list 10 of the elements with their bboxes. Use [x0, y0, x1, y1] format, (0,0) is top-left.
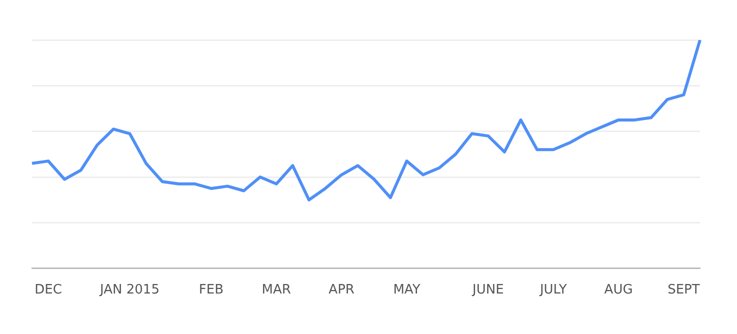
- x-tick-label: DEC: [34, 282, 62, 298]
- x-tick-label: FEB: [198, 282, 224, 298]
- x-tick-label: APR: [328, 282, 354, 298]
- x-tick-label: MAR: [262, 282, 291, 298]
- x-tick-label: AUG: [604, 282, 633, 298]
- x-tick-label: SEPT: [668, 282, 700, 298]
- x-tick-label: JAN 2015: [99, 282, 160, 298]
- x-tick-label: MAY: [393, 282, 420, 298]
- x-tick-label: JUNE: [472, 282, 504, 298]
- x-tick-label: JULY: [538, 282, 567, 298]
